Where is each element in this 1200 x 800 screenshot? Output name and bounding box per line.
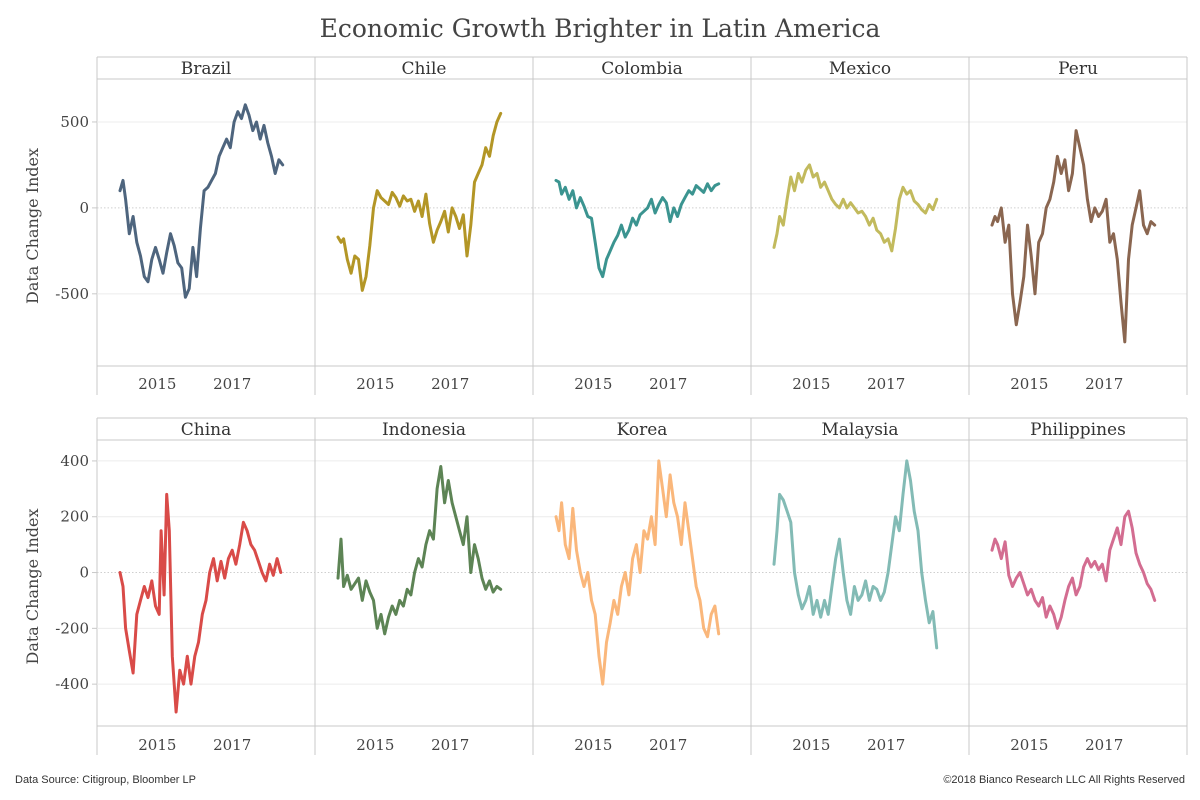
x-tick-label: 2017 — [867, 375, 905, 393]
chart-title: Economic Growth Brighter in Latin Americ… — [319, 14, 881, 43]
x-tick-label: 2017 — [213, 736, 251, 754]
panel-header-indonesia: Indonesia — [382, 420, 466, 440]
panel-header-brazil: Brazil — [181, 59, 232, 79]
y-tick-label: -500 — [55, 285, 89, 303]
y-axis-title: Data Change Index — [23, 509, 42, 665]
x-tick-label: 2015 — [1010, 375, 1048, 393]
series-line-indonesia — [336, 465, 503, 636]
y-tick-label: -400 — [55, 675, 89, 693]
x-tick-label: 2017 — [1085, 375, 1123, 393]
x-tick-label: 2015 — [574, 736, 612, 754]
panel-header-peru: Peru — [1058, 59, 1098, 79]
y-tick-label: 0 — [79, 199, 89, 217]
series-line-colombia — [554, 178, 721, 279]
series-line-china — [118, 492, 283, 714]
x-tick-label: 2017 — [213, 375, 251, 393]
panel-header-malaysia: Malaysia — [821, 420, 898, 440]
y-tick-label: -200 — [55, 619, 89, 637]
x-tick-label: 2015 — [574, 375, 612, 393]
panel-header-china: China — [181, 420, 231, 440]
panel-header-mexico: Mexico — [829, 59, 891, 79]
x-tick-label: 2017 — [1085, 736, 1123, 754]
x-tick-label: 2017 — [431, 736, 469, 754]
series-line-peru — [990, 129, 1157, 344]
x-tick-label: 2015 — [138, 736, 176, 754]
y-tick-label: 0 — [79, 564, 89, 582]
x-tick-label: 2017 — [649, 736, 687, 754]
x-tick-label: 2017 — [867, 736, 905, 754]
series-line-brazil — [118, 103, 285, 299]
copyright-note: ©2018 Bianco Research LLC All Rights Res… — [943, 774, 1185, 786]
series-line-malaysia — [772, 459, 939, 650]
y-tick-label: 500 — [60, 113, 89, 131]
x-tick-label: 2015 — [356, 375, 394, 393]
x-tick-label: 2017 — [431, 375, 469, 393]
series-line-philippines — [990, 509, 1157, 630]
x-tick-label: 2015 — [792, 736, 830, 754]
y-tick-label: 400 — [60, 452, 89, 470]
x-tick-label: 2017 — [649, 375, 687, 393]
panel-header-philippines: Philippines — [1030, 420, 1126, 440]
series-line-mexico — [772, 163, 939, 253]
x-tick-label: 2015 — [792, 375, 830, 393]
y-tick-label: 200 — [60, 508, 89, 526]
x-tick-label: 2015 — [1010, 736, 1048, 754]
data-source-note: Data Source: Citigroup, Bloomber LP — [15, 774, 196, 786]
series-line-chile — [336, 111, 503, 292]
y-axis-title: Data Change Index — [23, 148, 42, 304]
x-tick-label: 2015 — [356, 736, 394, 754]
x-tick-label: 2015 — [138, 375, 176, 393]
panel-header-korea: Korea — [617, 420, 668, 440]
series-line-korea — [554, 459, 721, 686]
panel-header-colombia: Colombia — [601, 59, 683, 79]
panel-header-chile: Chile — [402, 59, 447, 79]
